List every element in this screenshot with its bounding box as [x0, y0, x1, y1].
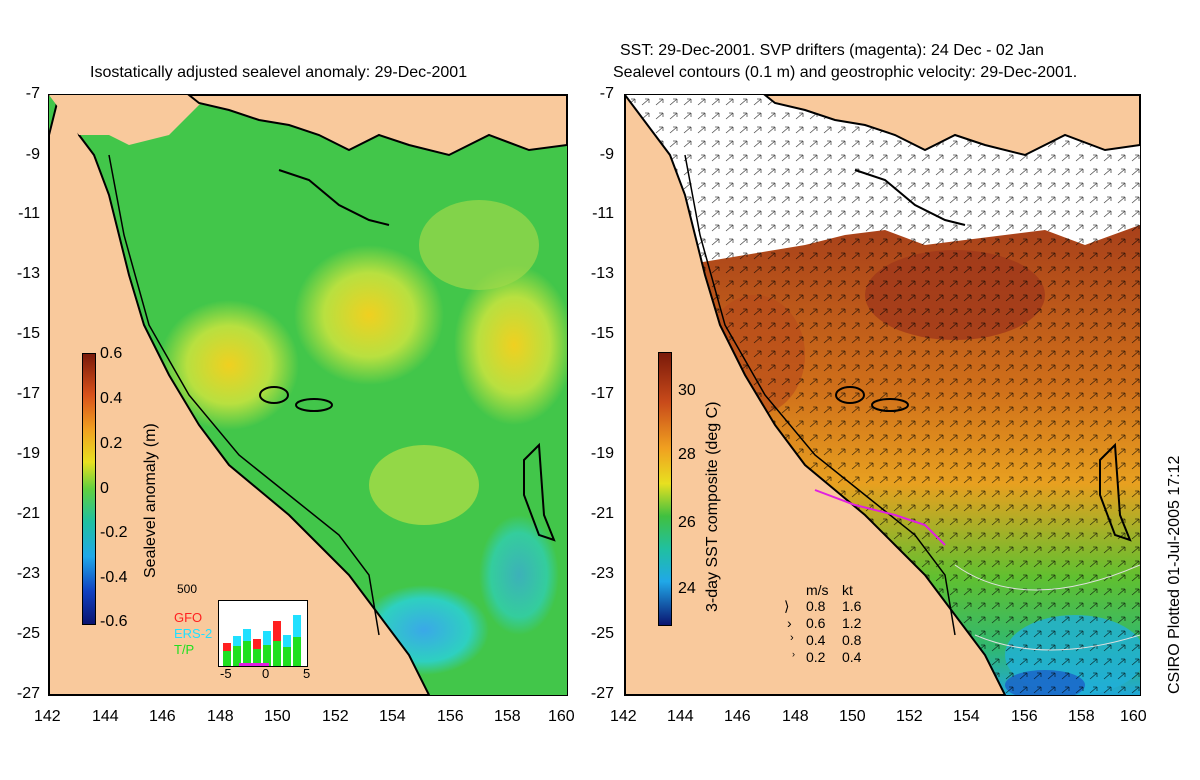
right-lon-tick: 144 — [667, 708, 694, 725]
svp-drifter-track — [814, 489, 946, 546]
right-panel-title-line2: Sealevel contours (0.1 m) and geostrophi… — [613, 64, 1078, 81]
land-new-guinea — [187, 95, 567, 157]
left-colorbar-label: Sealevel anomaly (m) — [142, 423, 159, 578]
left-colorbar-tick: -0.6 — [100, 613, 128, 630]
right-lat-tick: -13 — [590, 265, 614, 282]
land-new-guinea — [763, 95, 1140, 157]
legend-header-kt: kt — [842, 582, 853, 598]
left-lat-tick: -27 — [16, 685, 40, 702]
left-lat-tick: -13 — [16, 265, 40, 282]
right-lat-tick: -25 — [590, 625, 614, 642]
legend-arrow-icon: › — [787, 615, 792, 631]
left-lat-tick: -15 — [16, 325, 40, 342]
left-lon-tick: 158 — [494, 708, 521, 725]
left-lat-tick: -7 — [25, 85, 40, 102]
right-lon-tick: 152 — [896, 708, 923, 725]
left-lon-tick: 160 — [548, 708, 575, 725]
left-lon-tick: 150 — [264, 708, 291, 725]
legend-kt: 0.8 — [842, 632, 862, 648]
left-lon-tick: 146 — [149, 708, 176, 725]
right-lat-tick: -21 — [590, 505, 614, 522]
left-lat-tick: -19 — [16, 445, 40, 462]
right-lat-tick: -17 — [590, 385, 614, 402]
left-lon-tick: 152 — [322, 708, 349, 725]
inset-y-label: 500 — [177, 582, 198, 596]
right-lat-tick: -15 — [590, 325, 614, 342]
legend-ms: 0.4 — [806, 632, 826, 648]
right-colorbar-label: 3-day SST composite (deg C) — [704, 401, 721, 612]
right-lat-tick: -19 — [590, 445, 614, 462]
right-lat-tick: -23 — [590, 565, 614, 582]
left-sealevel-map — [48, 94, 568, 696]
legend-ms: 0.6 — [806, 615, 826, 631]
left-colorbar-tick: 0.2 — [100, 435, 123, 452]
right-colorbar — [658, 352, 672, 626]
left-colorbar-tick: 0 — [100, 480, 109, 497]
left-lon-tick: 142 — [34, 708, 61, 725]
high-anomaly-blob — [294, 245, 444, 385]
left-lat-tick: -17 — [16, 385, 40, 402]
legend-kt: 1.6 — [842, 598, 862, 614]
velocity-legend: m/s kt ⟩ 0.8 1.6 › 0.6 1.2 › 0.4 0.8 › 0… — [784, 582, 894, 666]
right-sst-map — [624, 94, 1141, 696]
right-colorbar-tick: 26 — [678, 514, 696, 531]
left-lon-tick: 148 — [207, 708, 234, 725]
right-lon-tick: 150 — [839, 708, 866, 725]
right-colorbar-tick: 30 — [678, 382, 696, 399]
right-lon-tick: 154 — [953, 708, 980, 725]
left-colorbar-tick: 0.4 — [100, 390, 123, 407]
left-lat-tick: -21 — [16, 505, 40, 522]
right-lat-tick: -7 — [599, 85, 614, 102]
data-coverage-inset — [218, 600, 308, 667]
legend-ms: 0.8 — [806, 598, 826, 614]
legend-ms: 0.2 — [806, 649, 826, 665]
left-panel-title: Isostatically adjusted sealevel anomaly:… — [90, 64, 468, 81]
left-colorbar-tick: -0.4 — [100, 569, 128, 586]
legend-arrow-icon: ⟩ — [784, 598, 790, 614]
left-colorbar-tick: -0.2 — [100, 524, 128, 541]
inset-legend-gfo: GFO — [174, 610, 203, 625]
left-lat-tick: -25 — [16, 625, 40, 642]
right-lon-tick: 146 — [724, 708, 751, 725]
legend-header-ms: m/s — [806, 582, 829, 598]
inset-legend-ers2: ERS-2 — [174, 626, 213, 641]
left-lon-tick: 144 — [92, 708, 119, 725]
right-lat-tick: -27 — [590, 685, 614, 702]
left-lat-tick: -11 — [18, 205, 40, 222]
land-australia — [49, 95, 431, 695]
inset-x-tick: 5 — [303, 666, 311, 681]
right-panel-title-line1: SST: 29-Dec-2001. SVP drifters (magenta)… — [620, 42, 1044, 59]
right-lon-tick: 142 — [610, 708, 637, 725]
legend-arrow-icon: › — [792, 649, 795, 659]
right-lat-tick: -11 — [592, 205, 614, 222]
legend-kt: 1.2 — [842, 615, 862, 631]
left-lat-tick: -23 — [16, 565, 40, 582]
inset-x-tick: 0 — [262, 666, 270, 681]
right-colorbar-tick: 28 — [678, 446, 696, 463]
right-lon-tick: 156 — [1011, 708, 1038, 725]
right-colorbar-tick: 24 — [678, 580, 696, 597]
left-colorbar — [82, 353, 96, 625]
right-lon-tick: 158 — [1068, 708, 1095, 725]
plot-credit: CSIRO Plotted 01-Jul-2005 17:12 — [1166, 455, 1183, 694]
legend-kt: 0.4 — [842, 649, 862, 665]
left-colorbar-tick: 0.6 — [100, 345, 123, 362]
left-lon-tick: 156 — [437, 708, 464, 725]
right-lon-tick: 148 — [782, 708, 809, 725]
right-lat-tick: -9 — [599, 146, 614, 163]
left-lat-tick: -9 — [25, 146, 40, 163]
inset-x-tick: -5 — [220, 666, 232, 681]
left-lon-tick: 154 — [379, 708, 406, 725]
right-lon-tick: 160 — [1120, 708, 1147, 725]
inset-legend-tp: T/P — [174, 642, 195, 657]
land-australia — [625, 95, 1007, 695]
legend-arrow-icon: › — [790, 632, 794, 644]
